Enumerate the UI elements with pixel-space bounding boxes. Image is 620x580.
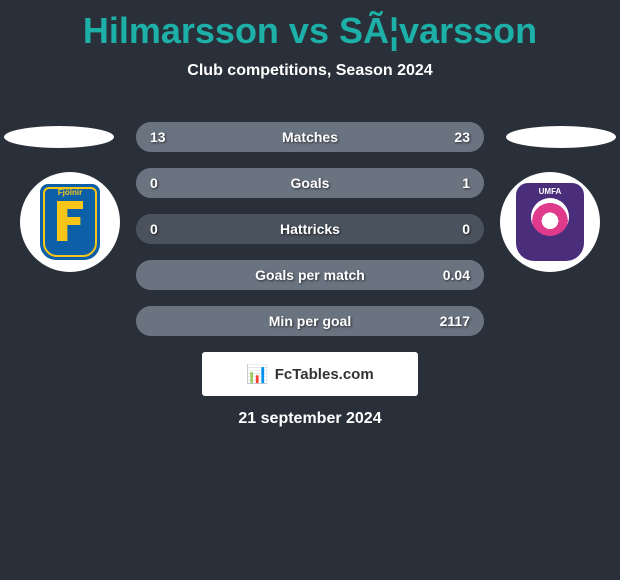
stat-value-left: 13	[150, 129, 166, 145]
chart-icon: 📊	[246, 364, 268, 385]
stat-value-right: 0	[462, 221, 470, 237]
player-marker-left	[4, 126, 114, 148]
stat-row: 0 0 Hattricks	[136, 214, 484, 244]
stat-label: Goals per match	[255, 267, 365, 283]
stat-label: Hattricks	[280, 221, 340, 237]
comparison-date: 21 september 2024	[238, 410, 381, 428]
stat-label: Min per goal	[269, 313, 351, 329]
brand-badge[interactable]: 📊 FcTables.com	[202, 352, 418, 396]
brand-name: FcTables.com	[275, 366, 374, 383]
stat-value-right: 2117	[440, 313, 470, 329]
team-badge-left: Fjölnir	[20, 172, 120, 272]
shield-icon-right: UMFA	[516, 183, 584, 261]
stat-row: 0 1 Goals	[136, 168, 484, 198]
stat-value-left: 0	[150, 221, 158, 237]
stat-value-right: 1	[462, 175, 470, 191]
comparison-subtitle: Club competitions, Season 2024	[0, 62, 620, 80]
player-marker-right	[506, 126, 616, 148]
shield-text-left: Fjölnir	[58, 188, 82, 197]
team-badge-right: UMFA	[500, 172, 600, 272]
stat-value-left: 0	[150, 175, 158, 191]
stat-row: 0.04 Goals per match	[136, 260, 484, 290]
stat-row: 13 23 Matches	[136, 122, 484, 152]
stat-label: Goals	[291, 175, 330, 191]
comparison-title: Hilmarsson vs SÃ¦varsson	[0, 0, 620, 52]
stat-value-right: 23	[454, 129, 470, 145]
shield-letter-icon	[57, 201, 83, 241]
stat-label: Matches	[282, 129, 338, 145]
sunburst-icon	[531, 198, 569, 236]
stats-area: 13 23 Matches 0 1 Goals 0 0 Hattricks 0.04 Goals p…	[136, 122, 484, 352]
stat-row: 2117 Min per goal	[136, 306, 484, 336]
shield-text-right: UMFA	[539, 187, 562, 196]
shield-icon-left: Fjölnir	[40, 184, 100, 260]
stat-value-right: 0.04	[443, 267, 470, 283]
